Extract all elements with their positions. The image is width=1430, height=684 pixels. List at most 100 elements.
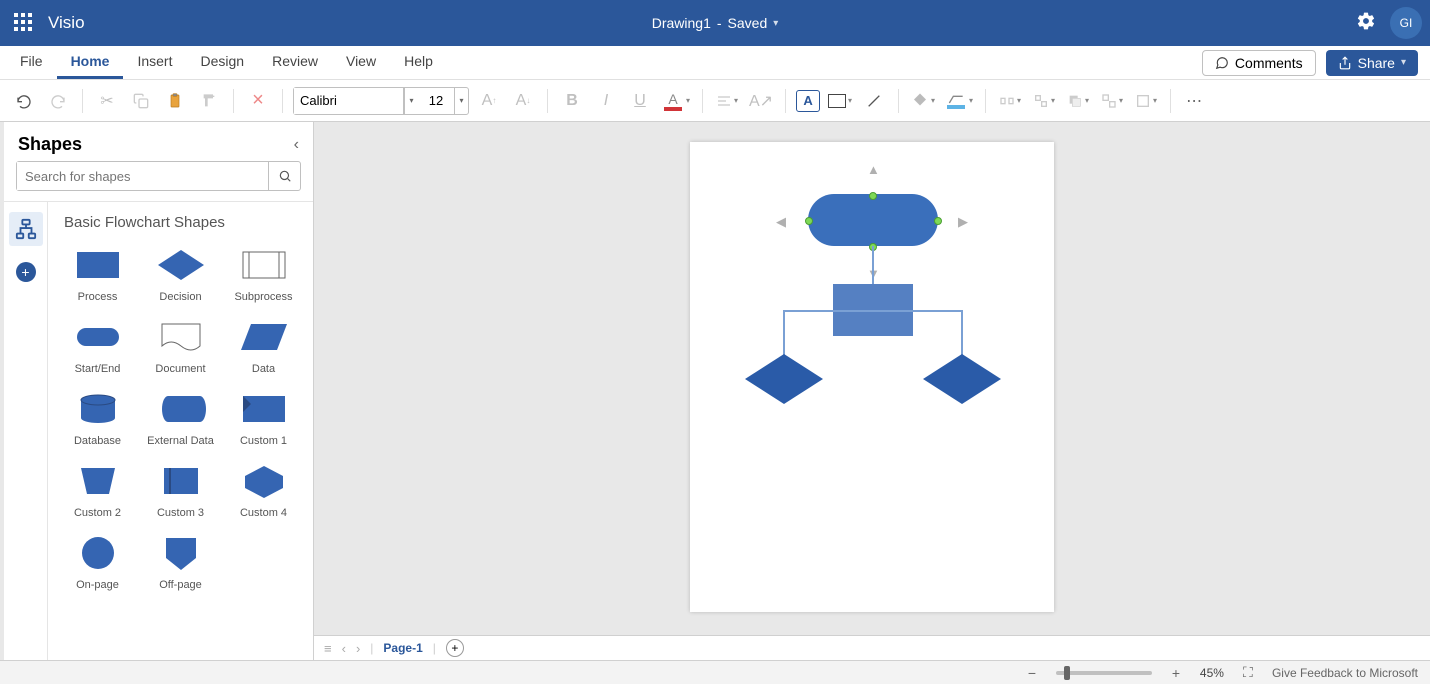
bold-button[interactable]: B — [558, 87, 586, 115]
italic-button[interactable]: I — [592, 87, 620, 115]
document-title[interactable]: Drawing1 - Saved ▾ — [652, 15, 779, 31]
font-size-input[interactable] — [418, 88, 454, 114]
text-direction-button[interactable]: A↗ — [747, 87, 775, 115]
sel-handle-left[interactable] — [805, 217, 813, 225]
delete-button[interactable]: × — [244, 87, 272, 115]
line-color-button[interactable]: ▾ — [943, 93, 975, 109]
shape-process[interactable]: Process — [58, 245, 137, 303]
doc-name: Drawing1 — [652, 15, 711, 31]
chevron-down-icon: ▾ — [773, 18, 778, 29]
text-tool-button[interactable]: A — [796, 90, 820, 112]
connector-h[interactable] — [783, 310, 963, 312]
zoom-slider[interactable] — [1056, 671, 1152, 675]
shape-start-end[interactable]: Start/End — [58, 317, 137, 375]
page-tab-1[interactable]: Page-1 — [383, 641, 422, 655]
sel-handle-top[interactable] — [869, 192, 877, 200]
tab-home[interactable]: Home — [57, 46, 124, 79]
stencil-flowchart-icon[interactable] — [9, 212, 43, 246]
tab-review[interactable]: Review — [258, 46, 332, 79]
shape-custom-4[interactable]: Custom 4 — [224, 461, 303, 519]
zoom-in-button[interactable]: + — [1168, 665, 1184, 681]
fit-page-icon[interactable]: ⛶ — [1240, 664, 1256, 681]
shape-custom-1[interactable]: Custom 1 — [224, 389, 303, 447]
ribbon: ✂ × ▾ ▾ A↑ A↓ B I U A ▾ A↗ A ▾ ▾ ▾ ⋯ — [0, 80, 1430, 122]
tab-insert[interactable]: Insert — [123, 46, 186, 79]
format-painter-button[interactable] — [195, 87, 223, 115]
connector-1[interactable] — [872, 246, 874, 284]
connector-dr[interactable] — [961, 310, 963, 358]
search-input[interactable] — [17, 162, 268, 190]
shape-off-page[interactable]: Off-page — [141, 533, 220, 591]
app-name: Visio — [48, 13, 85, 33]
user-avatar[interactable]: GI — [1390, 7, 1422, 39]
node-terminator[interactable] — [808, 194, 938, 246]
connector-dl[interactable] — [783, 310, 785, 358]
shape-custom-3[interactable]: Custom 3 — [141, 461, 220, 519]
add-page-button[interactable]: + — [446, 639, 464, 657]
tab-file[interactable]: File — [6, 46, 57, 79]
size-dropdown-icon[interactable]: ▾ — [454, 88, 468, 114]
canvas-scroll[interactable]: ▲ ▼ ◀ ▶ — [314, 122, 1430, 635]
shape-on-page[interactable]: On-page — [58, 533, 137, 591]
page-prev-icon[interactable]: ‹ — [342, 641, 346, 656]
font-dropdown-icon[interactable]: ▾ — [404, 88, 418, 114]
connector-tool-button[interactable] — [860, 87, 888, 115]
copy-button[interactable] — [127, 87, 155, 115]
node-decision-right[interactable] — [923, 354, 1001, 404]
add-stencil-button[interactable]: + — [16, 262, 36, 282]
tab-view[interactable]: View — [332, 46, 390, 79]
font-color-button[interactable]: A ▾ — [660, 91, 692, 111]
arrange-align-button[interactable] — [996, 87, 1024, 115]
position-button[interactable] — [1030, 87, 1058, 115]
node-decision-left[interactable] — [745, 354, 823, 404]
status-bar: − + 45% ⛶ Give Feedback to Microsoft — [0, 660, 1430, 684]
tab-help[interactable]: Help — [390, 46, 447, 79]
feedback-link[interactable]: Give Feedback to Microsoft — [1272, 666, 1418, 680]
zoom-level[interactable]: 45% — [1200, 666, 1224, 680]
app-launcher-icon[interactable] — [14, 13, 34, 33]
shape-database[interactable]: Database — [58, 389, 137, 447]
shape-custom-2[interactable]: Custom 2 — [58, 461, 137, 519]
fill-color-button[interactable]: ▾ — [909, 92, 937, 110]
change-shape-button[interactable] — [1132, 87, 1160, 115]
shape-external-data[interactable]: External Data — [141, 389, 220, 447]
settings-icon[interactable] — [1356, 11, 1376, 36]
comments-button[interactable]: Comments — [1202, 50, 1316, 76]
underline-button[interactable]: U — [626, 87, 654, 115]
align-button[interactable] — [713, 87, 741, 115]
group-button[interactable] — [1098, 87, 1126, 115]
shape-style-button[interactable]: ▾ — [826, 94, 854, 108]
more-button[interactable]: ⋯ — [1181, 87, 1209, 115]
grow-font-button[interactable]: A↑ — [475, 87, 503, 115]
shape-decision[interactable]: Decision — [141, 245, 220, 303]
auto-arrow-up-icon[interactable]: ▲ — [867, 162, 880, 177]
font-name-input[interactable] — [294, 88, 404, 114]
drawing-page[interactable]: ▲ ▼ ◀ ▶ — [690, 142, 1054, 612]
bring-front-button[interactable] — [1064, 87, 1092, 115]
auto-arrow-right-icon[interactable]: ▶ — [958, 214, 968, 230]
share-button[interactable]: Share ▾ — [1326, 50, 1418, 76]
auto-arrow-left-icon[interactable]: ◀ — [776, 214, 786, 230]
shape-subprocess[interactable]: Subprocess — [224, 245, 303, 303]
page-list-icon[interactable]: ≡ — [324, 641, 332, 656]
shape-document[interactable]: Document — [141, 317, 220, 375]
main-area: Shapes ‹ + Basic Flowchart Shapes Proces… — [0, 122, 1430, 660]
chevron-down-icon: ▾ — [1401, 57, 1406, 68]
cut-button[interactable]: ✂ — [93, 87, 121, 115]
shape-search[interactable] — [16, 161, 301, 191]
undo-button[interactable] — [10, 87, 38, 115]
page-next-icon[interactable]: › — [356, 641, 360, 656]
font-selector[interactable]: ▾ ▾ — [293, 87, 469, 115]
paste-button[interactable] — [161, 87, 189, 115]
sel-handle-right[interactable] — [934, 217, 942, 225]
redo-button[interactable] — [44, 87, 72, 115]
page-tabs: ≡ ‹ › | Page-1 | + — [314, 635, 1430, 660]
tab-design[interactable]: Design — [186, 46, 258, 79]
shape-data[interactable]: Data — [224, 317, 303, 375]
search-icon[interactable] — [268, 162, 300, 190]
collapse-panel-icon[interactable]: ‹ — [294, 136, 299, 154]
category-title: Basic Flowchart Shapes — [58, 214, 303, 231]
shrink-font-button[interactable]: A↓ — [509, 87, 537, 115]
zoom-out-button[interactable]: − — [1024, 665, 1040, 681]
shapes-panel: Shapes ‹ + Basic Flowchart Shapes Proces… — [4, 122, 314, 660]
